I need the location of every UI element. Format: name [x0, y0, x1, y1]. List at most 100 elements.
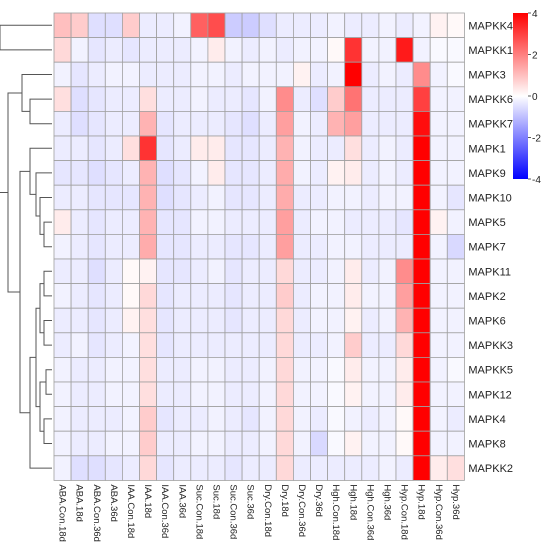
heatmap-cell	[173, 283, 192, 309]
heatmap-cell	[173, 111, 192, 137]
heatmap-cell	[446, 86, 465, 112]
heatmap-cell	[429, 406, 448, 432]
heatmap-cell	[378, 406, 397, 432]
heatmap-cell	[412, 135, 431, 162]
heatmap-cell	[139, 12, 158, 39]
heatmap-cell	[429, 430, 448, 457]
heatmap-cell	[258, 356, 277, 383]
heatmap-cell	[173, 455, 192, 481]
heatmap-cell	[173, 184, 192, 211]
heatmap-cell	[412, 430, 431, 457]
heatmap-cell	[395, 233, 414, 260]
heatmap-cell	[122, 209, 140, 235]
heatmap-cell	[70, 356, 89, 383]
heatmap-cell	[310, 86, 329, 112]
column-label: IAA.Con.18d	[125, 484, 136, 538]
heatmap-cell	[190, 406, 209, 432]
heatmap-cell	[104, 332, 123, 358]
column-label: Hgh.Con.18d	[330, 484, 341, 540]
heatmap-cell	[104, 258, 123, 285]
heatmap-cell	[156, 283, 175, 309]
heatmap-cell	[87, 307, 106, 334]
heatmap-cell	[224, 430, 243, 457]
heatmap-cell	[207, 209, 226, 235]
heatmap-cell	[361, 209, 380, 235]
heatmap-cell	[327, 111, 346, 137]
heatmap-cell	[173, 307, 192, 334]
heatmap-cell	[395, 209, 414, 235]
heatmap-cell	[70, 135, 89, 162]
heatmap-cell	[139, 406, 158, 432]
heatmap-cell	[429, 258, 448, 285]
heatmap-cell	[241, 455, 260, 481]
heatmap-cell	[275, 37, 294, 63]
heatmap-cell	[156, 258, 175, 285]
heatmap-cell	[241, 86, 260, 112]
heatmap-cell	[241, 12, 260, 39]
heatmap-cell	[395, 61, 414, 88]
heatmap-cell	[275, 160, 294, 186]
dendrogram-branch	[39, 381, 46, 432]
dendrogram-branch	[43, 418, 52, 444]
heatmap-cell	[139, 332, 158, 358]
heatmap-cell	[53, 160, 72, 186]
heatmap-cell	[412, 184, 431, 211]
heatmap-cell	[139, 283, 158, 309]
dendrogram-branch	[35, 172, 52, 217]
dendrogram-branch	[0, 24, 52, 51]
column-label: Dry.Con.18d	[262, 484, 273, 537]
heatmap-cell	[429, 332, 448, 358]
heatmap-cell	[429, 381, 448, 408]
heatmap-cell	[292, 12, 311, 39]
heatmap-cell	[446, 209, 465, 235]
heatmap-cell	[207, 160, 226, 186]
heatmap-cell	[241, 406, 260, 432]
heatmap-cell	[53, 61, 72, 88]
heatmap-cell	[87, 37, 106, 63]
column-label: Dry.18d	[279, 484, 290, 517]
heatmap-cell	[292, 37, 311, 63]
heatmap-cell	[207, 135, 226, 162]
heatmap-cell	[87, 61, 106, 88]
dendrogram-branch	[19, 170, 30, 414]
heatmap-cell	[207, 381, 226, 408]
heatmap-cell	[327, 209, 346, 235]
heatmap-cell	[104, 455, 123, 481]
heatmap-cell	[53, 86, 72, 112]
heatmap-cell	[224, 135, 243, 162]
column-label: Hgh.18d	[347, 484, 358, 520]
heatmap-cell	[446, 160, 465, 186]
heatmap-cell	[292, 233, 311, 260]
heatmap-cell	[429, 111, 448, 137]
heatmap-cell	[173, 406, 192, 432]
heatmap-cell	[241, 135, 260, 162]
row-label: MAPK6	[468, 316, 505, 328]
heatmap-cell	[429, 135, 448, 162]
heatmap-cell	[87, 332, 106, 358]
heatmap-cell	[292, 332, 311, 358]
heatmap-cell	[292, 307, 311, 334]
row-label: MAPKK3	[468, 340, 513, 352]
column-label: Hgh.Con.36d	[364, 484, 375, 540]
heatmap-cell	[258, 283, 277, 309]
heatmap-cell	[395, 381, 414, 408]
heatmap-cell	[122, 135, 140, 162]
heatmap-cell	[173, 37, 192, 63]
heatmap-cell	[412, 209, 431, 235]
heatmap-cell	[378, 12, 397, 39]
heatmap-cell	[310, 430, 329, 457]
heatmap-cell	[327, 307, 346, 334]
heatmap-cell	[446, 184, 465, 211]
heatmap-cell	[275, 86, 294, 112]
heatmap-cell	[292, 283, 311, 309]
heatmap-cell	[292, 184, 311, 211]
heatmap-cell	[327, 12, 346, 39]
heatmap-cell	[395, 307, 414, 334]
heatmap-cell	[275, 332, 294, 358]
heatmap-cell	[224, 86, 243, 112]
heatmap-cell	[378, 111, 397, 137]
row-dendrogram	[0, 24, 52, 469]
dendrogram-branch	[29, 98, 52, 125]
heatmap-cell	[258, 61, 277, 88]
column-label: Hyp.36d	[450, 484, 461, 519]
